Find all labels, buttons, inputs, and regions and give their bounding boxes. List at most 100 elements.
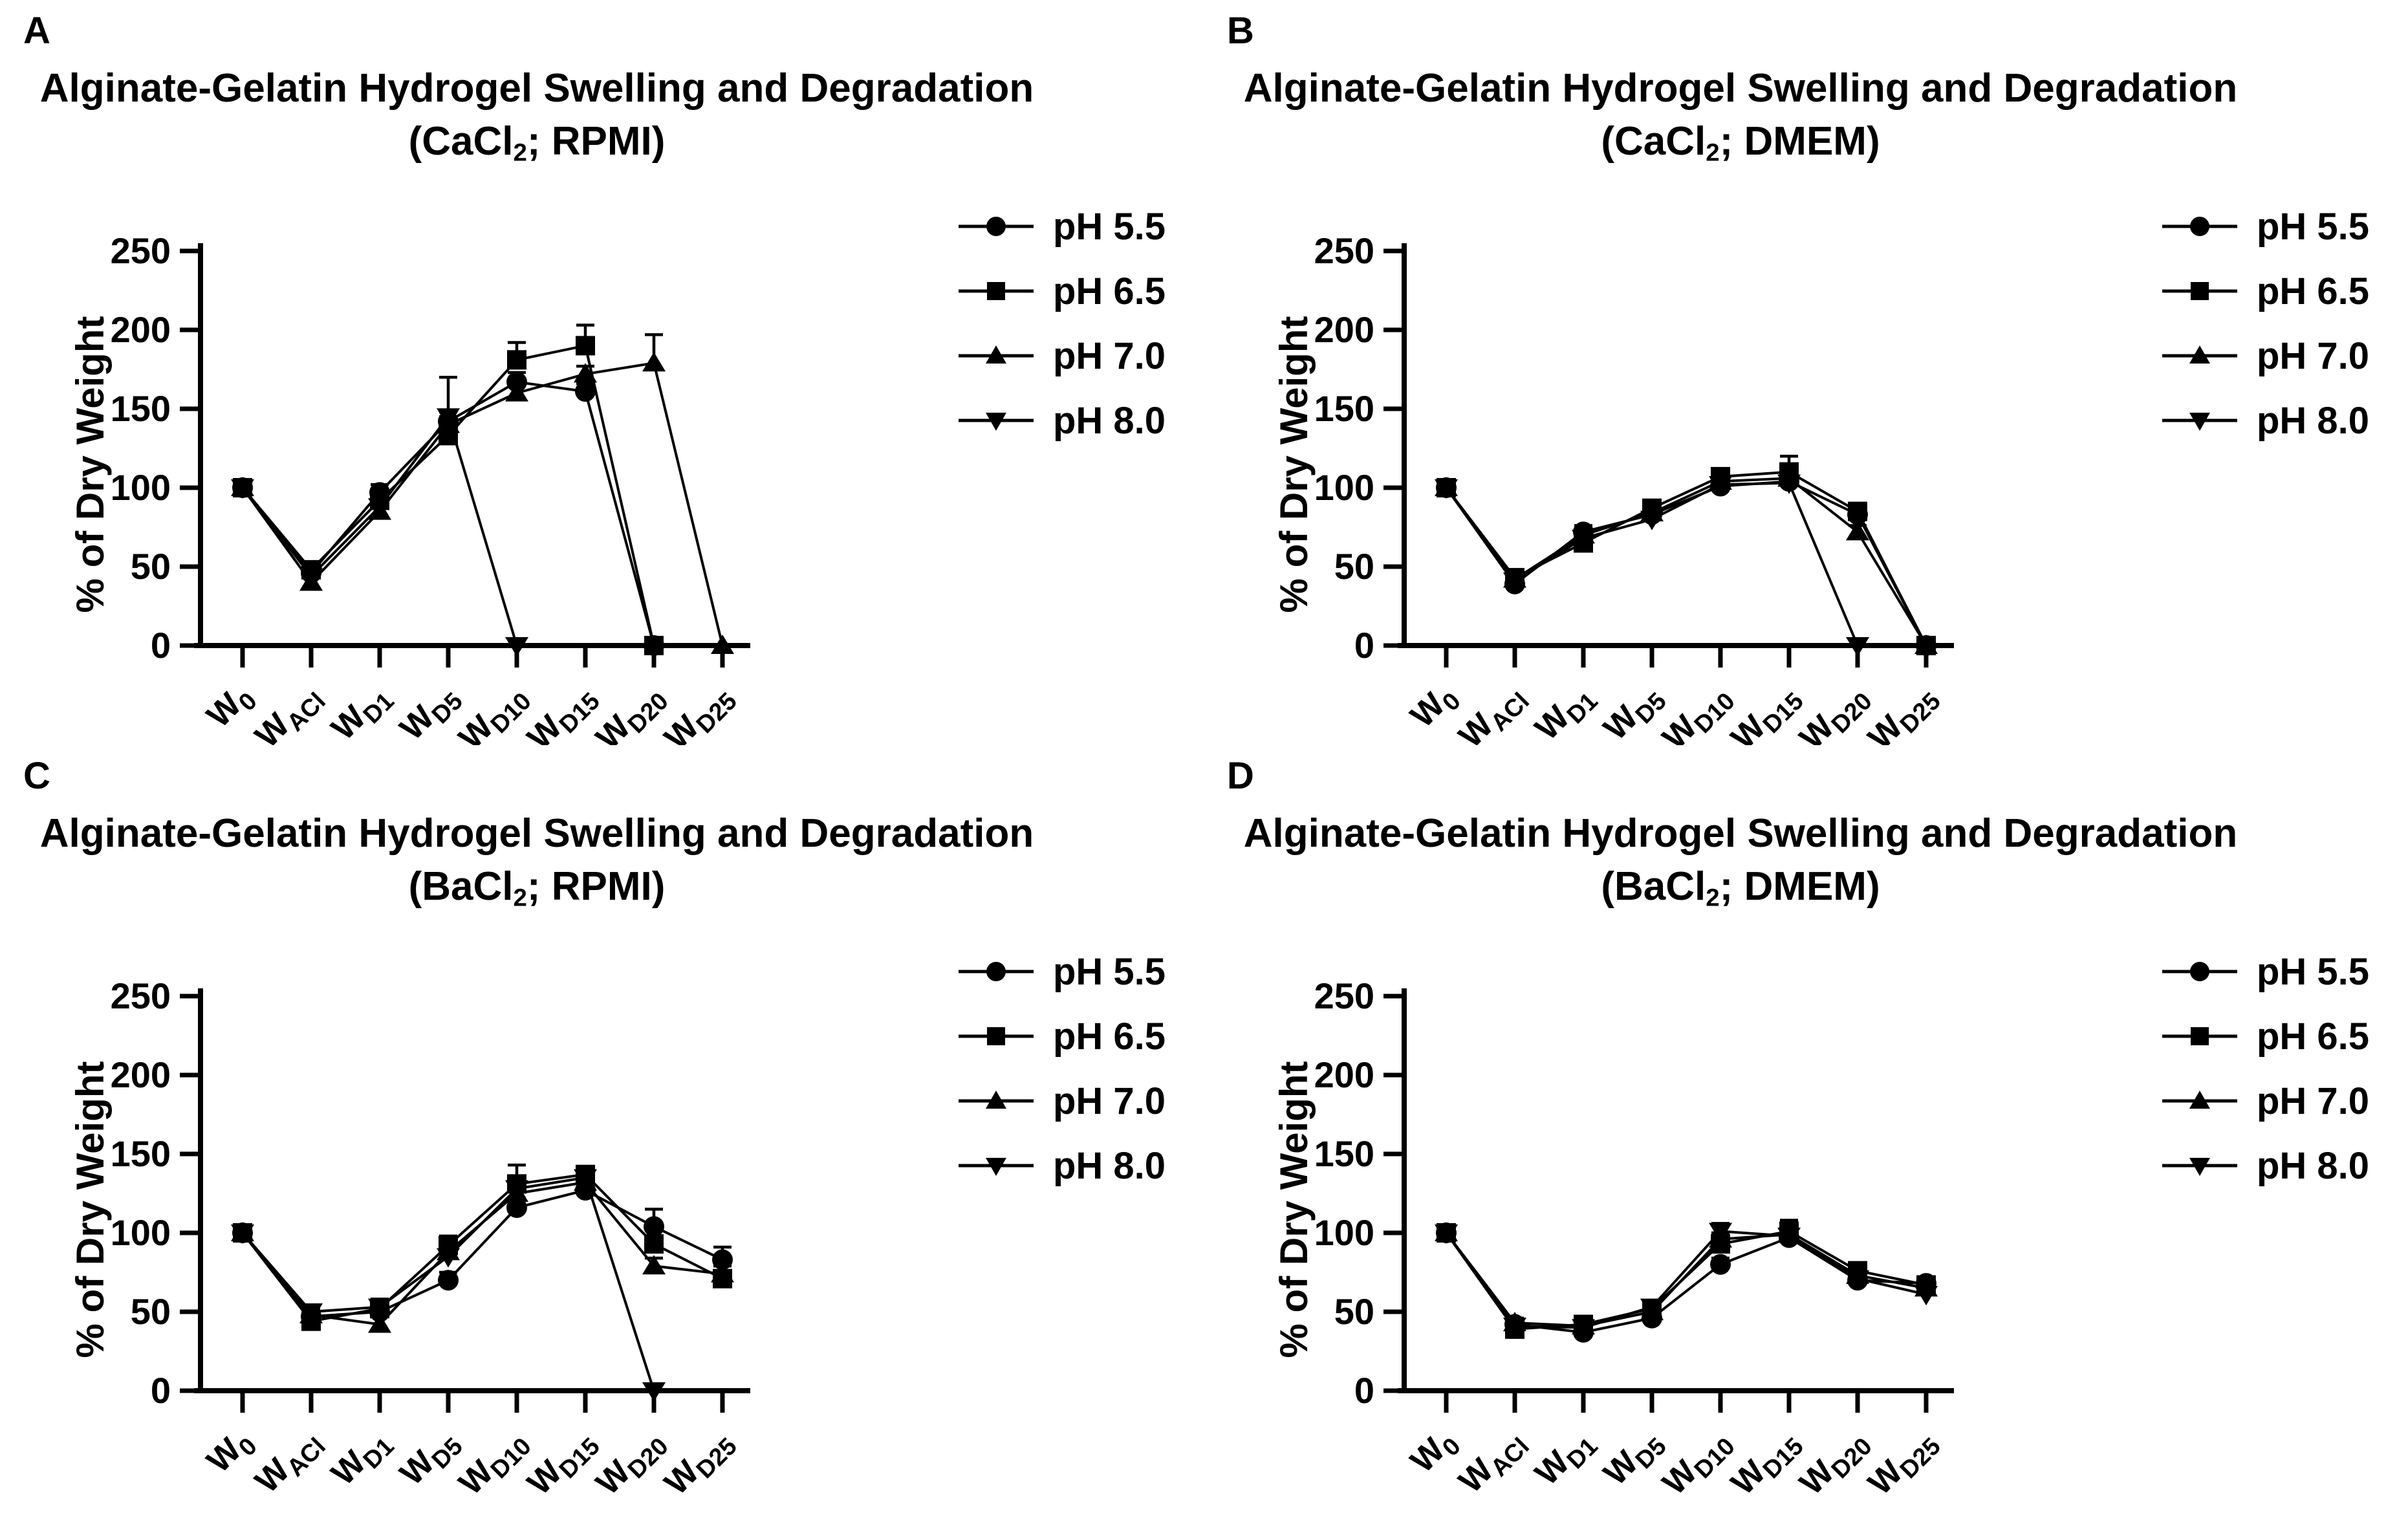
panel-letter-C: C	[23, 755, 50, 797]
title-medium-suffix: ; DMEM)	[1719, 118, 1880, 164]
data-point-marker-triangle-down	[1709, 1223, 1732, 1243]
panel-C: C Alginate-Gelatin Hydrogel Swelling and…	[0, 745, 1204, 1502]
legend-label: pH 5.5	[1053, 205, 1166, 248]
data-point-marker-square	[576, 1164, 595, 1184]
data-point-marker-square	[1848, 501, 1867, 521]
title-chem-prefix: (CaCl	[1601, 118, 1706, 164]
data-point-marker-square	[233, 1223, 252, 1243]
x-tick-label-WD5: WD5	[1596, 1421, 1671, 1496]
legend-marker-circle-icon	[2162, 962, 2237, 981]
data-point-marker-circle	[506, 1197, 527, 1218]
x-tick-label-WD25: WD25	[657, 1421, 742, 1506]
series-pH-5.5	[1436, 471, 1936, 656]
data-point-marker-triangle-up	[1846, 521, 1869, 541]
data-point-marker-circle	[644, 1216, 664, 1237]
legend-item-pH-8.0: pH 8.0	[957, 1133, 1166, 1198]
y-tick-label: 200	[111, 1054, 171, 1095]
series-pH-6.5	[233, 323, 664, 655]
legend-marker-triangle-down-icon	[2162, 1158, 2237, 1176]
legend-label: pH 5.5	[1053, 950, 1166, 993]
y-tick-label: 50	[131, 546, 171, 587]
panel-title-B: Alginate-Gelatin Hydrogel Swelling and D…	[1230, 62, 2251, 169]
y-axis-label: % of Dry Weight	[1272, 1061, 1316, 1358]
legend-item-pH-8.0: pH 8.0	[2161, 388, 2369, 453]
x-tick-label-WD20: WD20	[1792, 1421, 1877, 1506]
y-tick-label: 0	[151, 1370, 171, 1411]
legend-label: pH 6.5	[1053, 270, 1166, 312]
series-line	[241, 361, 724, 646]
data-point-marker-triangle-down	[437, 408, 460, 428]
data-point-marker-triangle-up	[711, 635, 734, 654]
legend-item-pH-5.5: pH 5.5	[2161, 194, 2369, 259]
data-point-marker-square	[1711, 466, 1730, 486]
y-tick-label: 250	[1314, 975, 1374, 1016]
title-medium-suffix: ; DMEM)	[1719, 864, 1880, 909]
series-line	[1445, 480, 1927, 646]
data-point-marker-square	[507, 1174, 526, 1194]
legend-label: pH 5.5	[2257, 205, 2370, 248]
title-line2: (CaCl2; DMEM)	[1601, 118, 1880, 167]
legend-label: pH 6.5	[1053, 1015, 1166, 1058]
legend-label: pH 8.0	[2257, 1144, 2370, 1187]
data-point-marker-square	[1574, 1314, 1593, 1334]
y-tick-label: 200	[1314, 1054, 1374, 1095]
legend-marker-triangle-down-icon	[959, 1158, 1034, 1176]
legend-item-pH-7.0: pH 7.0	[957, 1069, 1166, 1133]
legend-label: pH 6.5	[2257, 270, 2370, 312]
y-tick-label: 150	[1314, 1133, 1374, 1174]
data-point-marker-square	[1574, 533, 1593, 553]
title-chem-subscript: 2	[513, 138, 527, 167]
data-point-marker-square	[1916, 636, 1936, 655]
x-tick-label-WD5: WD5	[1596, 676, 1671, 751]
data-point-marker-triangle-down	[1846, 637, 1869, 657]
panel-A: A Alginate-Gelatin Hydrogel Swelling and…	[0, 0, 1204, 757]
data-point-marker-square	[1711, 1234, 1730, 1254]
panel-B: B Alginate-Gelatin Hydrogel Swelling and…	[1204, 0, 2408, 757]
legend-item-pH-7.0: pH 7.0	[2161, 323, 2369, 388]
legend-label: pH 8.0	[2257, 399, 2370, 442]
data-point-marker-triangle-up	[574, 363, 597, 383]
y-tick-label: 150	[111, 388, 171, 429]
x-tick-label-WD10: WD10	[451, 1421, 536, 1506]
data-point-marker-square	[1848, 1261, 1867, 1281]
legend-marker-square-icon	[959, 1027, 1034, 1045]
y-axis-label: % of Dry Weight	[69, 1061, 112, 1358]
data-point-marker-circle	[575, 381, 596, 402]
x-tick-label-WACl: WACl	[1451, 1421, 1534, 1504]
legend-item-pH-6.5: pH 6.5	[957, 1004, 1166, 1069]
series-line	[1445, 470, 1927, 646]
x-tick-label-WD1: WD1	[1528, 1421, 1603, 1496]
y-tick-label: 100	[111, 1212, 171, 1253]
title-line1: Alginate-Gelatin Hydrogel Swelling and D…	[1243, 811, 2238, 856]
data-point-marker-triangle-up	[642, 1255, 666, 1275]
legend-item-pH-7.0: pH 7.0	[2161, 1069, 2369, 1133]
x-tick-label-WD25: WD25	[1861, 1421, 1946, 1506]
data-point-marker-square	[1505, 1319, 1524, 1339]
y-tick-label: 100	[1314, 467, 1374, 508]
data-point-marker-square	[1916, 1275, 1936, 1295]
title-chem-subscript: 2	[1706, 884, 1720, 912]
title-chem-subscript: 2	[1706, 138, 1720, 167]
series-line	[241, 413, 518, 646]
series-pH-6.5	[1437, 454, 1936, 655]
data-point-marker-circle	[1710, 1254, 1731, 1275]
title-line1: Alginate-Gelatin Hydrogel Swelling and D…	[1243, 66, 2238, 111]
legend-label: pH 7.0	[2257, 1080, 2370, 1122]
panel-D: D Alginate-Gelatin Hydrogel Swelling and…	[1204, 745, 2408, 1502]
legend-marker-circle-icon	[959, 962, 1034, 981]
x-tick-label-WD1: WD1	[324, 676, 399, 751]
data-point-marker-triangle-up	[642, 352, 666, 372]
title-chem-prefix: (BaCl	[408, 864, 514, 909]
title-chem-subscript: 2	[513, 884, 527, 912]
series-pH-6.5	[1437, 1219, 1936, 1339]
legend-item-pH-6.5: pH 6.5	[2161, 259, 2369, 323]
y-tick-label: 200	[1314, 309, 1374, 350]
legend-label: pH 7.0	[2257, 334, 2370, 377]
data-point-marker-square	[1437, 1223, 1456, 1243]
y-tick-label: 250	[111, 230, 171, 271]
x-tick-label-WD1: WD1	[1528, 676, 1603, 751]
legend-label: pH 7.0	[1053, 1080, 1166, 1122]
